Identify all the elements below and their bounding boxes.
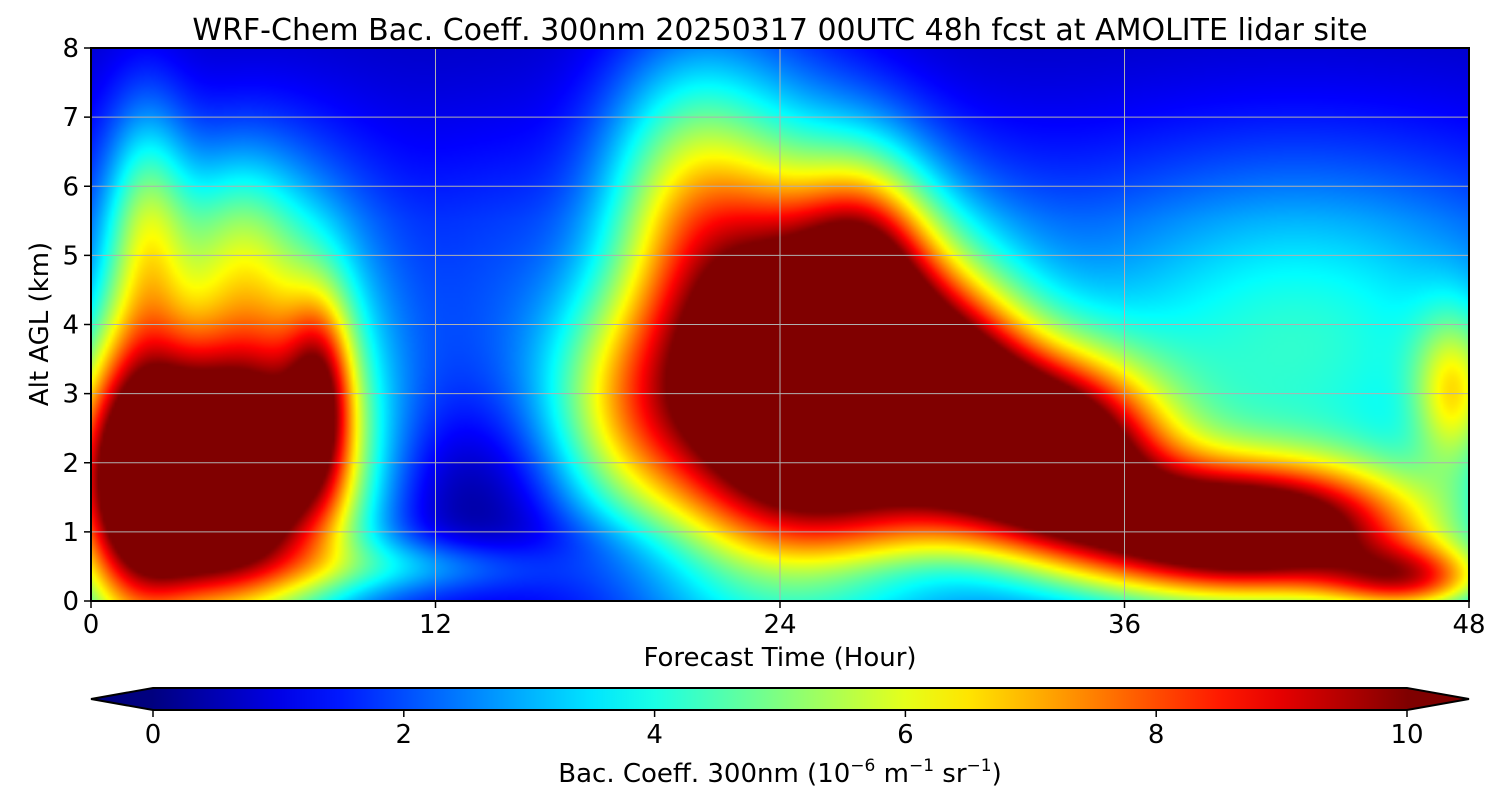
colorbar-label: Bac. Coeff. 300nm (10−6 m−1 sr−1)	[558, 756, 1001, 789]
colorbar-over-arrow	[1407, 688, 1469, 710]
colorbar-label-exp1: −6	[850, 756, 875, 776]
y-axis: 0 1 2 3 4 5 6 7 8	[62, 34, 91, 617]
y-tick-label: 7	[62, 103, 79, 133]
colorbar-bar	[153, 688, 1407, 710]
colorbar-tick-label: 4	[646, 720, 663, 750]
x-tick-label: 12	[419, 610, 452, 640]
colorbar-label-exp2: −1	[909, 756, 934, 776]
colorbar-ticks: 0 2 4 6 8 10	[145, 710, 1424, 750]
y-tick-label: 4	[62, 311, 79, 341]
colorbar-label-mid: m	[875, 759, 909, 789]
colorbar-tick-label: 6	[897, 720, 914, 750]
colorbar-tick-label: 0	[145, 720, 162, 750]
x-tick-label: 48	[1452, 610, 1485, 640]
colorbar-label-mid2: sr	[934, 759, 967, 789]
colorbar: 0 2 4 6 8 10 Bac. Coeff. 300nm (10−6 m−1 sr−1…	[90, 687, 1470, 789]
y-tick-label: 2	[62, 449, 79, 479]
x-tick-label: 24	[763, 610, 796, 640]
colorbar-tick-label: 10	[1390, 720, 1423, 750]
chart-title: WRF-Chem Bac. Coeff. 300nm 20250317 00UT…	[192, 13, 1367, 48]
x-axis-label: Forecast Time (Hour)	[643, 643, 916, 673]
y-tick-label: 8	[62, 34, 79, 64]
y-tick-label: 1	[62, 518, 79, 548]
y-tick-label: 0	[62, 587, 79, 617]
y-tick-label: 6	[62, 172, 79, 202]
x-tick-label: 36	[1108, 610, 1141, 640]
colorbar-label-suffix: )	[992, 759, 1002, 789]
colorbar-label-exp3: −1	[967, 756, 992, 776]
y-tick-label: 5	[62, 241, 79, 271]
y-tick-label: 3	[62, 380, 79, 410]
y-axis-label: Alt AGL (km)	[25, 242, 55, 406]
colorbar-under-arrow	[91, 688, 153, 710]
colorbar-tick-label: 8	[1148, 720, 1165, 750]
colorbar-label-prefix: Bac. Coeff. 300nm (10	[558, 759, 850, 789]
x-tick-label: 0	[83, 610, 100, 640]
x-axis: 0 12 24 36 48	[83, 601, 1486, 640]
colorbar-tick-label: 2	[396, 720, 413, 750]
